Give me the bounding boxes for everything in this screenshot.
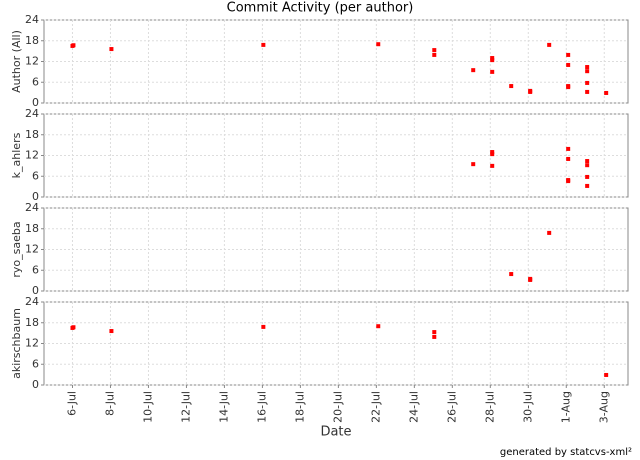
y-axis-title: akirschbaum <box>10 308 23 379</box>
data-point <box>547 42 552 47</box>
x-tick-label: 24-Jul <box>407 391 420 423</box>
data-point <box>376 42 381 47</box>
data-point <box>490 58 495 63</box>
y-tick-label: 6 <box>32 357 39 370</box>
x-tick-label: 14-Jul <box>217 391 230 423</box>
y-tick-label: 24 <box>25 107 39 120</box>
x-tick-label: 30-Jul <box>521 391 534 423</box>
y-tick-label: 6 <box>32 75 39 88</box>
x-tick-label: 10-Jul <box>141 391 154 423</box>
footer: generated by statcvs-xml² <box>500 447 632 458</box>
data-point <box>585 174 590 179</box>
data-point <box>490 69 495 74</box>
y-tick-label: 0 <box>32 378 39 391</box>
data-point <box>585 80 590 85</box>
data-point <box>432 334 437 339</box>
x-tick-label: 3-Aug <box>597 391 610 423</box>
data-point <box>490 56 495 61</box>
x-tick-label: 26-Jul <box>445 391 458 423</box>
x-tick-label: 12-Jul <box>179 391 192 423</box>
data-point <box>566 62 571 67</box>
data-point <box>509 272 514 277</box>
data-point <box>585 89 590 94</box>
data-point <box>604 372 609 377</box>
data-point <box>585 65 590 70</box>
data-point <box>566 52 571 57</box>
y-tick-label: 18 <box>25 316 39 329</box>
x-axis-title: Date <box>320 425 351 440</box>
chart-title: Commit Activity (per author) <box>227 1 414 16</box>
y-tick-label: 12 <box>25 337 39 350</box>
data-point <box>509 84 514 89</box>
y-axis-title: Author (All) <box>10 30 23 93</box>
y-tick-label: 6 <box>32 169 39 182</box>
data-point <box>261 324 266 329</box>
y-tick-label: 12 <box>25 55 39 68</box>
y-tick-label: 18 <box>25 128 39 141</box>
data-point <box>566 85 571 90</box>
x-tick-label: 8-Jul <box>103 391 116 416</box>
data-point <box>261 42 266 47</box>
x-tick-label: 1-Aug <box>559 391 572 423</box>
x-tick-label: 6-Jul <box>65 391 78 416</box>
data-point <box>604 90 609 95</box>
data-point <box>547 230 552 235</box>
y-axis-title: k_ahlers <box>10 132 23 178</box>
data-point <box>471 162 476 167</box>
x-tick-label: 18-Jul <box>293 391 306 423</box>
y-tick-label: 24 <box>25 13 39 26</box>
data-point <box>71 43 76 48</box>
data-point <box>528 277 533 282</box>
data-point <box>432 330 437 335</box>
data-point <box>432 48 437 53</box>
data-point <box>490 150 495 155</box>
data-point <box>585 163 590 168</box>
data-point <box>566 156 571 161</box>
data-point <box>71 325 76 330</box>
data-point <box>528 89 533 94</box>
data-point <box>585 69 590 74</box>
data-point <box>566 146 571 151</box>
y-tick-label: 18 <box>25 34 39 47</box>
y-tick-label: 24 <box>25 201 39 214</box>
x-tick-label: 20-Jul <box>331 391 344 423</box>
data-point <box>490 152 495 157</box>
x-tick-label: 28-Jul <box>483 391 496 423</box>
y-tick-label: 12 <box>25 149 39 162</box>
data-point <box>490 163 495 168</box>
data-point <box>432 52 437 57</box>
data-point <box>109 47 114 52</box>
data-point <box>585 159 590 164</box>
y-tick-label: 0 <box>32 284 39 297</box>
x-tick-label: 22-Jul <box>369 391 382 423</box>
y-axis-title: ryo_saeba <box>10 221 23 277</box>
data-point <box>566 179 571 184</box>
data-point <box>376 324 381 329</box>
y-tick-label: 12 <box>25 243 39 256</box>
data-point <box>109 329 114 334</box>
y-tick-label: 18 <box>25 222 39 235</box>
y-tick-label: 0 <box>32 96 39 109</box>
y-tick-label: 6 <box>32 263 39 276</box>
y-tick-label: 0 <box>32 190 39 203</box>
data-point <box>585 183 590 188</box>
data-point <box>471 68 476 73</box>
y-tick-label: 24 <box>25 295 39 308</box>
x-tick-label: 16-Jul <box>255 391 268 423</box>
